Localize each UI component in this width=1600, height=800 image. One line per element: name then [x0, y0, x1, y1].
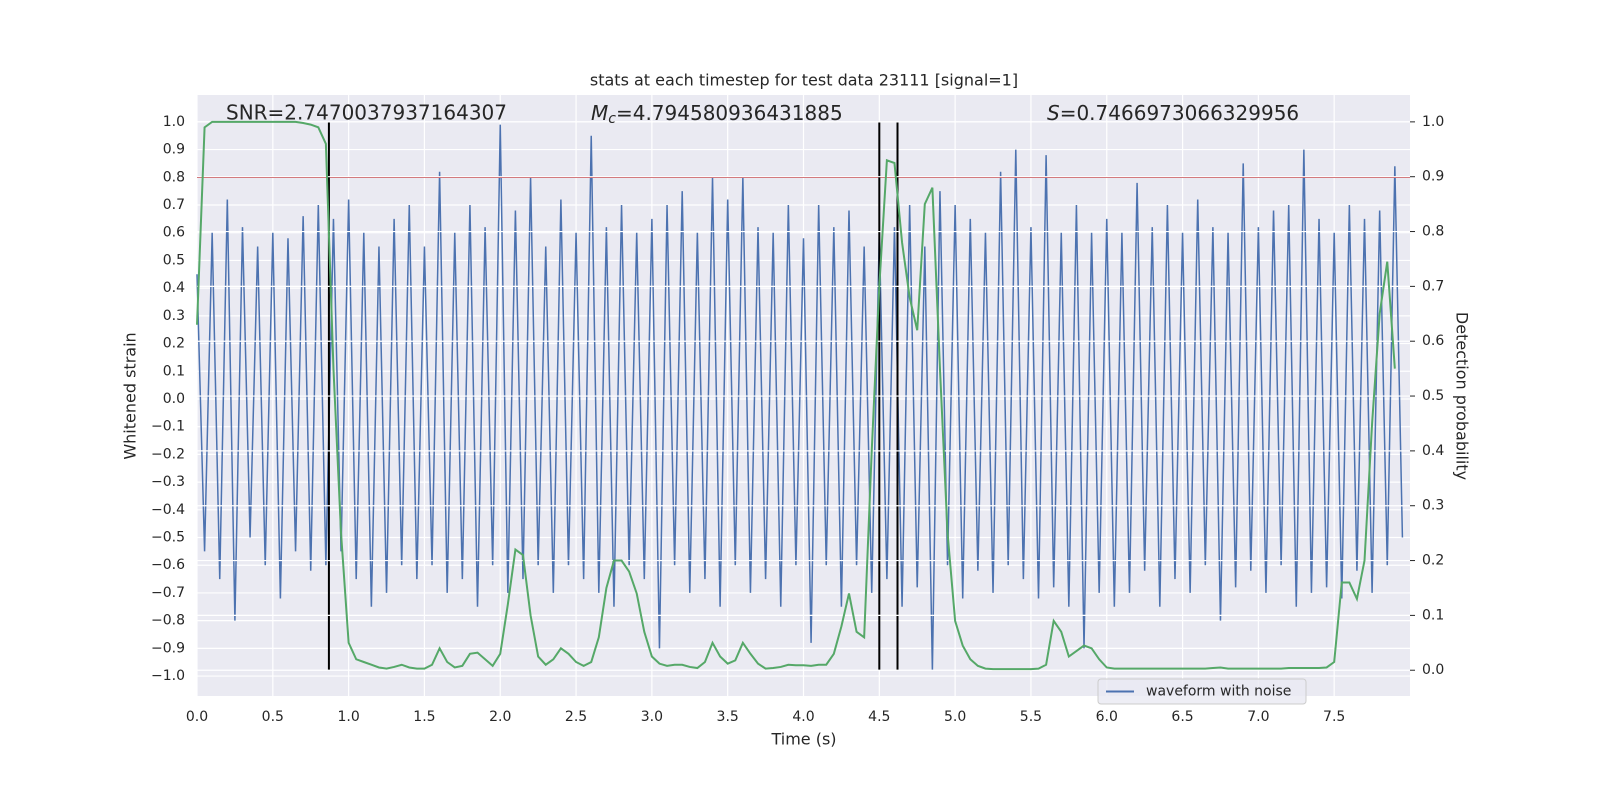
x-tick-label: 5.5 [1020, 709, 1042, 725]
x-tick-label: 7.5 [1323, 709, 1345, 725]
y-tick-label: 0.8 [163, 169, 185, 185]
x-tick-label: 3.0 [641, 709, 663, 725]
y-tick-label: 0.3 [163, 308, 185, 324]
series-line [196, 124, 1404, 671]
legend-label: waveform with noise [1146, 684, 1291, 700]
y-tick-label: −0.9 [151, 640, 185, 656]
annotation-subscript: c [608, 111, 616, 127]
y2-tick-label: 0.5 [1422, 388, 1444, 404]
x-tick-label: 1.5 [413, 709, 435, 725]
x-tick-label: 3.5 [717, 709, 739, 725]
y2-tick-label: 0.6 [1422, 333, 1444, 349]
x-tick-label: 4.0 [792, 709, 814, 725]
annotation-value: =0.7466973066329956 [1060, 101, 1299, 125]
y-tick-label: −0.1 [151, 419, 185, 435]
y-tick-label: 0.0 [163, 391, 185, 407]
x-tick-label: 6.0 [1096, 709, 1118, 725]
y-tick-label: −1.0 [151, 668, 185, 684]
y-tick-label: −0.5 [151, 530, 185, 546]
y-tick-label: 0.4 [163, 280, 185, 296]
x-axis-label: Time (s) [770, 730, 836, 749]
y-tick-label: 1.0 [163, 114, 185, 130]
y-tick-label: 0.9 [163, 142, 185, 158]
annotation: S=0.7466973066329956 [1047, 101, 1299, 125]
y-tick-label: −0.3 [151, 474, 185, 490]
y2-tick-label: 1.0 [1422, 114, 1444, 130]
series-line [196, 120, 1396, 671]
y2-axis-label: Detection probability [1453, 312, 1472, 480]
y2-tick-label: 0.1 [1422, 607, 1444, 623]
y-tick-label: 0.2 [163, 336, 185, 352]
x-tick-label: 0.0 [186, 709, 208, 725]
y2-tick-label: 0.7 [1422, 278, 1444, 294]
y-tick-label: 0.6 [163, 225, 185, 241]
y-tick-label: 0.5 [163, 252, 185, 268]
y-tick-label: 0.7 [163, 197, 185, 213]
x-tick-label: 5.0 [944, 709, 966, 725]
annotation: SNR=2.7470037937164307 [226, 101, 507, 125]
y2-tick-label: 0.8 [1422, 224, 1444, 240]
y-tick-label: −0.4 [151, 502, 185, 518]
y2-tick-label: 0.3 [1422, 498, 1444, 514]
annotation-symbol: S [1047, 101, 1060, 125]
annotation: Mc=4.794580936431885 [591, 101, 843, 128]
y2-tick-label: 0.0 [1422, 662, 1444, 678]
chart-title: stats at each timestep for test data 231… [590, 71, 1018, 90]
x-tick-label: 1.0 [337, 709, 359, 725]
y-tick-label: −0.8 [151, 613, 185, 629]
x-tick-label: 0.5 [262, 709, 284, 725]
x-tick-label: 7.0 [1247, 709, 1269, 725]
x-tick-label: 2.0 [489, 709, 511, 725]
y2-tick-label: 0.2 [1422, 553, 1444, 569]
y-axis-label: Whitened strain [121, 332, 140, 459]
annotation-value: =4.794580936431885 [616, 101, 843, 125]
y-tick-label: −0.2 [151, 446, 185, 462]
x-tick-label: 2.5 [565, 709, 587, 725]
y-tick-label: 0.1 [163, 363, 185, 379]
y-tick-label: −0.6 [151, 557, 185, 573]
y2-tick-label: 0.4 [1422, 443, 1444, 459]
y-tick-label: −0.7 [151, 585, 185, 601]
x-tick-label: 6.5 [1171, 709, 1193, 725]
y2-tick-label: 0.9 [1422, 169, 1444, 185]
annotation-symbol: M [591, 101, 608, 125]
x-tick-label: 4.5 [868, 709, 890, 725]
legend-box [1097, 678, 1307, 705]
